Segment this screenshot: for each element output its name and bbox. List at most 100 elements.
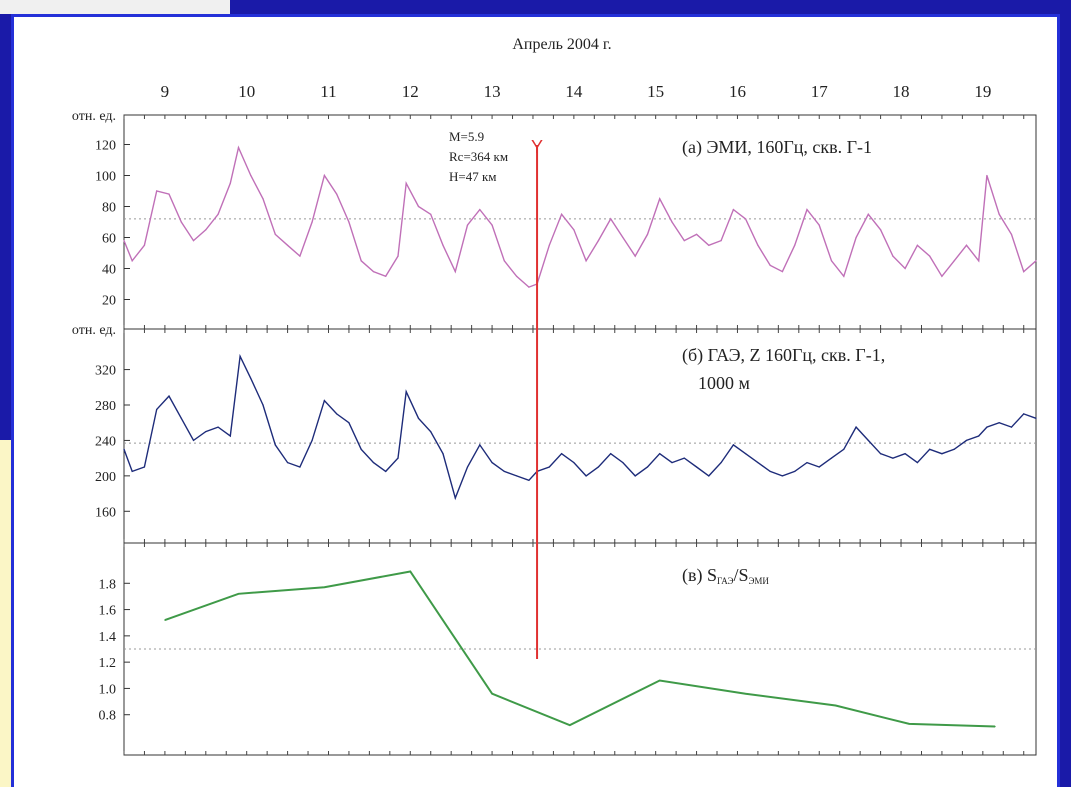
data-point [397, 255, 399, 257]
data-point [671, 461, 673, 464]
y-tick-label: 100 [95, 170, 116, 185]
data-point [217, 213, 219, 215]
y-tick-label: 1.8 [99, 577, 117, 592]
data-point [757, 461, 759, 464]
data-point [659, 679, 661, 682]
y-tick-label: 60 [102, 232, 116, 247]
panel-title: (а) ЭМИ, 160Гц, скв. Г-1 [682, 137, 872, 158]
data-point [491, 224, 493, 226]
data-point [1023, 271, 1025, 273]
data-point [1035, 260, 1037, 262]
y-tick-label: 40 [102, 263, 116, 278]
data-point [769, 264, 771, 266]
data-point [769, 470, 771, 473]
data-point [237, 593, 240, 595]
event-annotation: Rc=364 км [449, 149, 508, 164]
data-point [131, 470, 133, 473]
data-point [904, 453, 906, 455]
data-point [695, 466, 698, 468]
data-point [695, 233, 698, 235]
data-point [385, 275, 387, 277]
y-tick-label: 80 [102, 201, 116, 216]
data-point [360, 448, 362, 450]
data-point [597, 466, 600, 468]
data-point [409, 570, 411, 573]
y-tick-label: 1.2 [99, 656, 117, 671]
data-point [205, 229, 207, 231]
panel-title: (б) ГАЭ, Z 160Гц, скв. Г-1, [682, 345, 885, 366]
data-point [250, 174, 252, 177]
data-point [573, 229, 575, 231]
data-point [818, 466, 820, 468]
data-point [417, 417, 420, 419]
data-point [929, 448, 931, 450]
data-point [818, 224, 820, 226]
data-point [835, 704, 837, 707]
y-tick-label: 1.4 [99, 630, 117, 645]
day-label: 13 [484, 82, 501, 101]
data-point [941, 275, 943, 277]
data-point [732, 444, 734, 446]
data-point [965, 244, 968, 246]
data-point [164, 619, 166, 621]
data-point [929, 255, 931, 257]
data-point [683, 457, 685, 459]
data-point [237, 147, 240, 149]
data-point [855, 236, 857, 239]
data-point [503, 470, 505, 473]
data-point [781, 271, 784, 273]
day-label: 12 [402, 82, 419, 101]
data-point [143, 466, 146, 468]
series-line [123, 145, 1037, 288]
panel-subtitle: 1000 м [698, 373, 750, 393]
data-point [262, 404, 264, 406]
event-annotation: M=5.9 [449, 129, 484, 144]
data-point [262, 198, 264, 200]
day-label: 11 [320, 82, 336, 101]
data-point [781, 475, 784, 477]
data-point [806, 461, 808, 464]
data-point [123, 240, 125, 242]
data-point [908, 723, 910, 725]
data-point [994, 725, 996, 728]
data-point [405, 182, 407, 184]
data-point [622, 461, 624, 464]
data-point [622, 236, 624, 239]
data-point [1010, 233, 1013, 235]
data-point [892, 457, 894, 459]
chart: Апрель 2004 г. 9 10 11 12 13 14 15 16 17 18 19 120… [72, 36, 1037, 756]
data-point [311, 439, 313, 442]
data-point [229, 182, 231, 184]
data-point [634, 255, 636, 257]
data-point [843, 448, 845, 450]
data-point [123, 448, 125, 450]
data-point [528, 479, 530, 481]
data-point [442, 453, 444, 455]
data-point [192, 240, 195, 242]
data-point [323, 586, 325, 588]
data-point [156, 408, 158, 411]
data-point [528, 286, 530, 288]
data-point [757, 244, 759, 246]
data-point [156, 190, 158, 192]
panels: 120 100 80 60 40 20 отн. ед. (а) ЭМИ, 160Гц, ск… [72, 109, 1037, 756]
data-point [491, 693, 493, 695]
data-point [348, 221, 350, 223]
data-point [892, 255, 894, 257]
y-tick-label: 120 [95, 139, 116, 154]
data-point [867, 439, 869, 442]
data-point [385, 470, 387, 473]
data-point [311, 221, 313, 223]
data-point [1023, 413, 1025, 415]
y-tick-label: 160 [95, 505, 116, 520]
data-point [659, 453, 661, 455]
data-point [904, 267, 906, 270]
data-point [491, 461, 493, 464]
day-labels: 9 10 11 12 13 14 15 16 17 18 19 [161, 82, 992, 101]
data-point [585, 475, 587, 477]
data-point [466, 224, 469, 226]
data-point [610, 453, 612, 455]
data-point [998, 422, 1000, 424]
day-label: 19 [974, 82, 991, 101]
data-point [916, 244, 918, 246]
